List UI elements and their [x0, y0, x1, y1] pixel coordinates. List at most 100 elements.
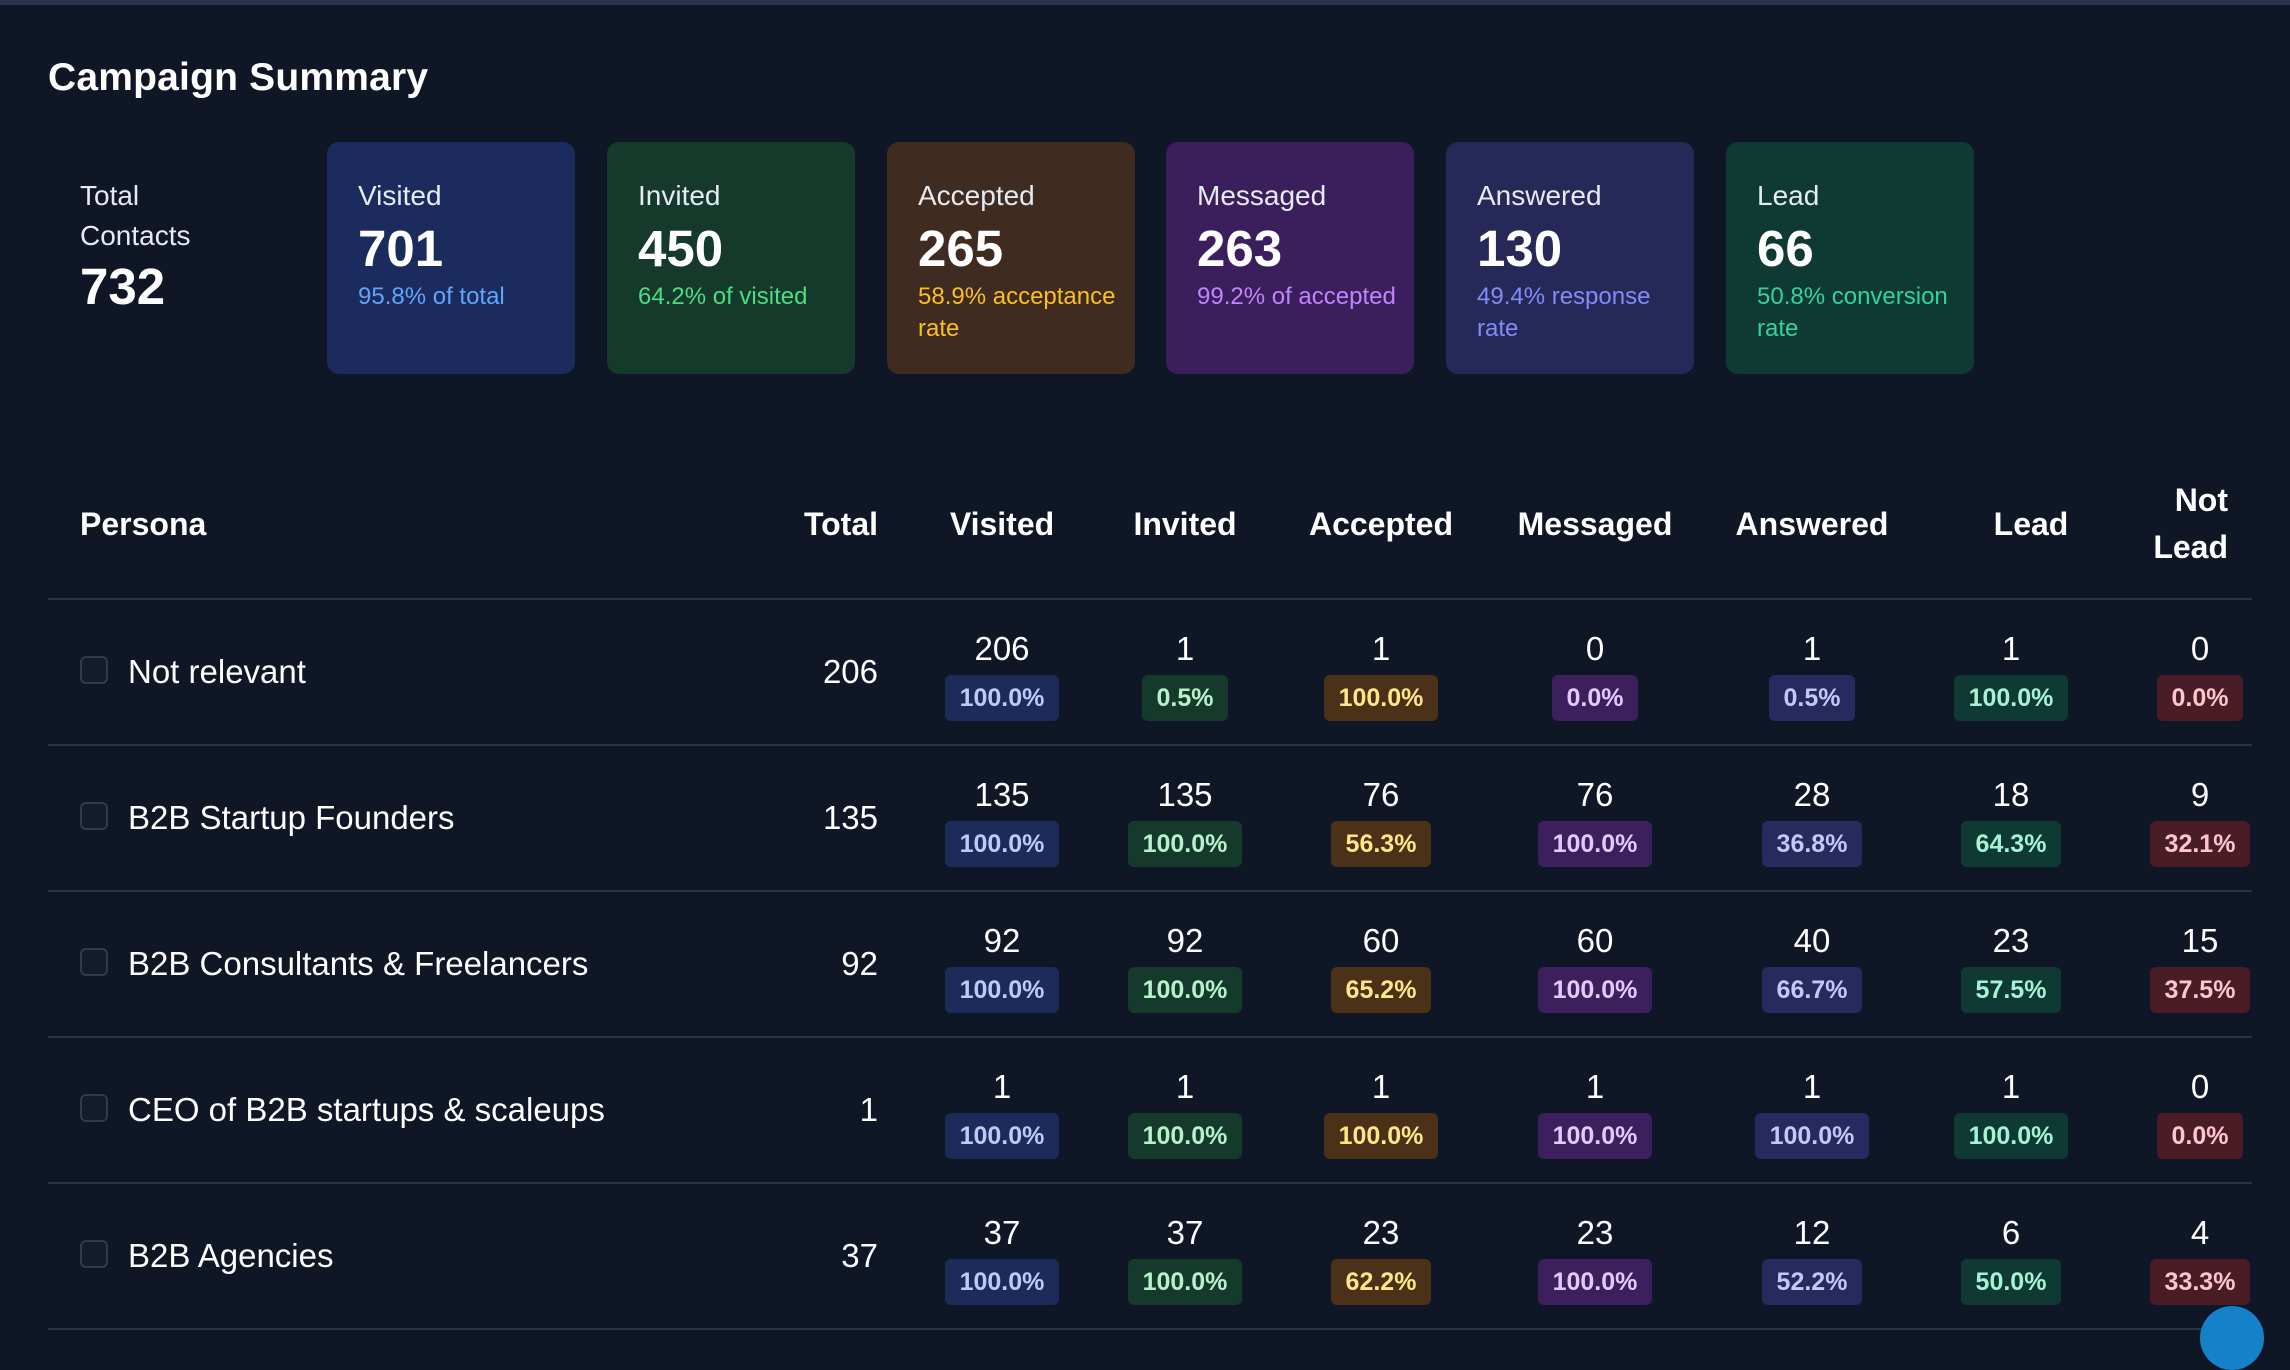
visited-cell: 135 100.0% — [912, 776, 1092, 867]
header-invited[interactable]: Invited — [1133, 505, 1237, 542]
header-not-lead[interactable]: Not Lead — [2153, 482, 2228, 565]
table-header: Persona Total Visited Invited Accepted M… — [48, 450, 2252, 600]
visited-cell: 206 100.0% — [912, 630, 1092, 721]
accepted-count: 23 — [1362, 1214, 1400, 1251]
accepted-card: Accepted 265 58.9% acceptance rate — [887, 142, 1135, 374]
messaged-count: 23 — [1576, 1214, 1614, 1251]
messaged-count: 60 — [1576, 922, 1614, 959]
not-lead-cell: 4 33.3% — [2110, 1214, 2290, 1305]
invited-card-label: Invited — [638, 180, 721, 211]
messaged-percent-badge: 0.0% — [1551, 675, 1639, 721]
answered-card-value: 130 — [1477, 220, 1563, 277]
header-total[interactable]: Total — [803, 505, 878, 542]
visited-percent-badge: 100.0% — [944, 675, 1060, 721]
not-lead-count: 4 — [2190, 1214, 2210, 1251]
total-contacts-card: Total Contacts 732 — [48, 142, 288, 374]
invited-percent-badge: 100.0% — [1127, 821, 1243, 867]
answered-count: 40 — [1793, 922, 1831, 959]
persona-name: Not relevant — [128, 653, 306, 690]
visited-percent-badge: 100.0% — [944, 1113, 1060, 1159]
persona-name: B2B Agencies — [128, 1237, 334, 1274]
messaged-cell: 76 100.0% — [1505, 776, 1685, 867]
messaged-card-value: 263 — [1197, 220, 1283, 277]
answered-percent-badge: 52.2% — [1761, 1259, 1863, 1305]
table-row[interactable]: B2B Agencies 37 37 100.0% 37 100.0% 23 62.2% 23 1… — [48, 1184, 2252, 1330]
answered-count: 12 — [1793, 1214, 1831, 1251]
messaged-card-label: Messaged — [1197, 180, 1327, 211]
table-body: Not relevant 206 206 100.0% 1 0.5% 1 100.0% 0 0.0… — [48, 600, 2252, 1330]
lead-cell: 1 100.0% — [1921, 630, 2101, 721]
not-lead-percent-badge: 0.0% — [2156, 675, 2244, 721]
total-value: 135 — [822, 799, 878, 836]
invited-count: 135 — [1157, 776, 1213, 813]
header-messaged[interactable]: Messaged — [1517, 505, 1673, 542]
lead-cell: 6 50.0% — [1921, 1214, 2101, 1305]
answered-cell: 1 0.5% — [1722, 630, 1902, 721]
visited-card: Visited 701 95.8% of total — [327, 142, 575, 374]
accepted-count: 76 — [1362, 776, 1400, 813]
accepted-percent-badge: 100.0% — [1323, 1113, 1439, 1159]
total-value: 1 — [859, 1091, 878, 1128]
accepted-count: 1 — [1371, 1068, 1391, 1105]
invited-card: Invited 450 64.2% of visited — [607, 142, 855, 374]
floating-action-button[interactable] — [2200, 1306, 2264, 1370]
lead-percent-badge: 100.0% — [1953, 675, 2069, 721]
accepted-count: 60 — [1362, 922, 1400, 959]
accepted-cell: 1 100.0% — [1291, 1068, 1471, 1159]
answered-percent-badge: 66.7% — [1761, 967, 1863, 1013]
persona-name: CEO of B2B startups & scaleups — [128, 1091, 605, 1128]
table-row[interactable]: Not relevant 206 206 100.0% 1 0.5% 1 100.0% 0 0.0… — [48, 600, 2252, 746]
header-visited[interactable]: Visited — [949, 505, 1055, 542]
accepted-count: 1 — [1371, 630, 1391, 667]
invited-percent-badge: 100.0% — [1127, 1113, 1243, 1159]
messaged-count: 76 — [1576, 776, 1614, 813]
visited-card-value: 701 — [358, 220, 444, 277]
lead-percent-badge: 64.3% — [1960, 821, 2062, 867]
accepted-cell: 76 56.3% — [1291, 776, 1471, 867]
total-value: 37 — [841, 1237, 878, 1274]
answered-card-subtext: 49.4% response rate — [1477, 283, 1651, 342]
visited-count: 1 — [992, 1068, 1012, 1105]
lead-count: 1 — [2001, 1068, 2021, 1105]
total-value: 206 — [822, 653, 878, 690]
total-contacts-label: Total Contacts — [80, 180, 191, 251]
invited-count: 92 — [1166, 922, 1204, 959]
table-row[interactable]: CEO of B2B startups & scaleups 1 1 100.0% 1 1… — [48, 1038, 2252, 1184]
table-row[interactable]: B2B Consultants & Freelancers 92 92 100.0% 9… — [48, 892, 2252, 1038]
lead-cell: 23 57.5% — [1921, 922, 2101, 1013]
header-answered[interactable]: Answered — [1735, 505, 1889, 542]
lead-card-value: 66 — [1757, 220, 1814, 277]
lead-card-label: Lead — [1757, 180, 1820, 211]
lead-card-subtext: 50.8% conversion rate — [1757, 283, 1948, 342]
visited-count: 206 — [974, 630, 1030, 667]
header-persona[interactable]: Persona — [80, 505, 207, 542]
lead-card: Lead 66 50.8% conversion rate — [1726, 142, 1974, 374]
answered-cell: 40 66.7% — [1722, 922, 1902, 1013]
lead-percent-badge: 57.5% — [1960, 967, 2062, 1013]
row-checkbox[interactable] — [80, 802, 108, 830]
row-checkbox[interactable] — [80, 1240, 108, 1268]
row-checkbox[interactable] — [80, 656, 108, 684]
messaged-card-subtext: 99.2% of accepted — [1197, 283, 1396, 310]
total-contacts-value: 732 — [80, 258, 166, 315]
visited-card-label: Visited — [358, 180, 442, 211]
accepted-cell: 60 65.2% — [1291, 922, 1471, 1013]
lead-count: 6 — [2001, 1214, 2021, 1251]
header-accepted[interactable]: Accepted — [1308, 505, 1454, 542]
not-lead-cell: 0 0.0% — [2110, 630, 2290, 721]
not-lead-count: 9 — [2190, 776, 2210, 813]
table-row[interactable]: B2B Startup Founders 135 135 100.0% 135 100.0… — [48, 746, 2252, 892]
row-checkbox[interactable] — [80, 948, 108, 976]
invited-cell: 1 0.5% — [1095, 630, 1275, 721]
lead-count: 18 — [1992, 776, 2030, 813]
header-lead[interactable]: Lead — [1993, 505, 2069, 542]
invited-cell: 92 100.0% — [1095, 922, 1275, 1013]
not-lead-cell: 0 0.0% — [2110, 1068, 2290, 1159]
visited-cell: 92 100.0% — [912, 922, 1092, 1013]
top-divider — [0, 0, 2290, 5]
invited-cell: 135 100.0% — [1095, 776, 1275, 867]
invited-percent-badge: 0.5% — [1141, 675, 1229, 721]
answered-count: 1 — [1802, 1068, 1822, 1105]
row-checkbox[interactable] — [80, 1094, 108, 1122]
answered-cell: 12 52.2% — [1722, 1214, 1902, 1305]
